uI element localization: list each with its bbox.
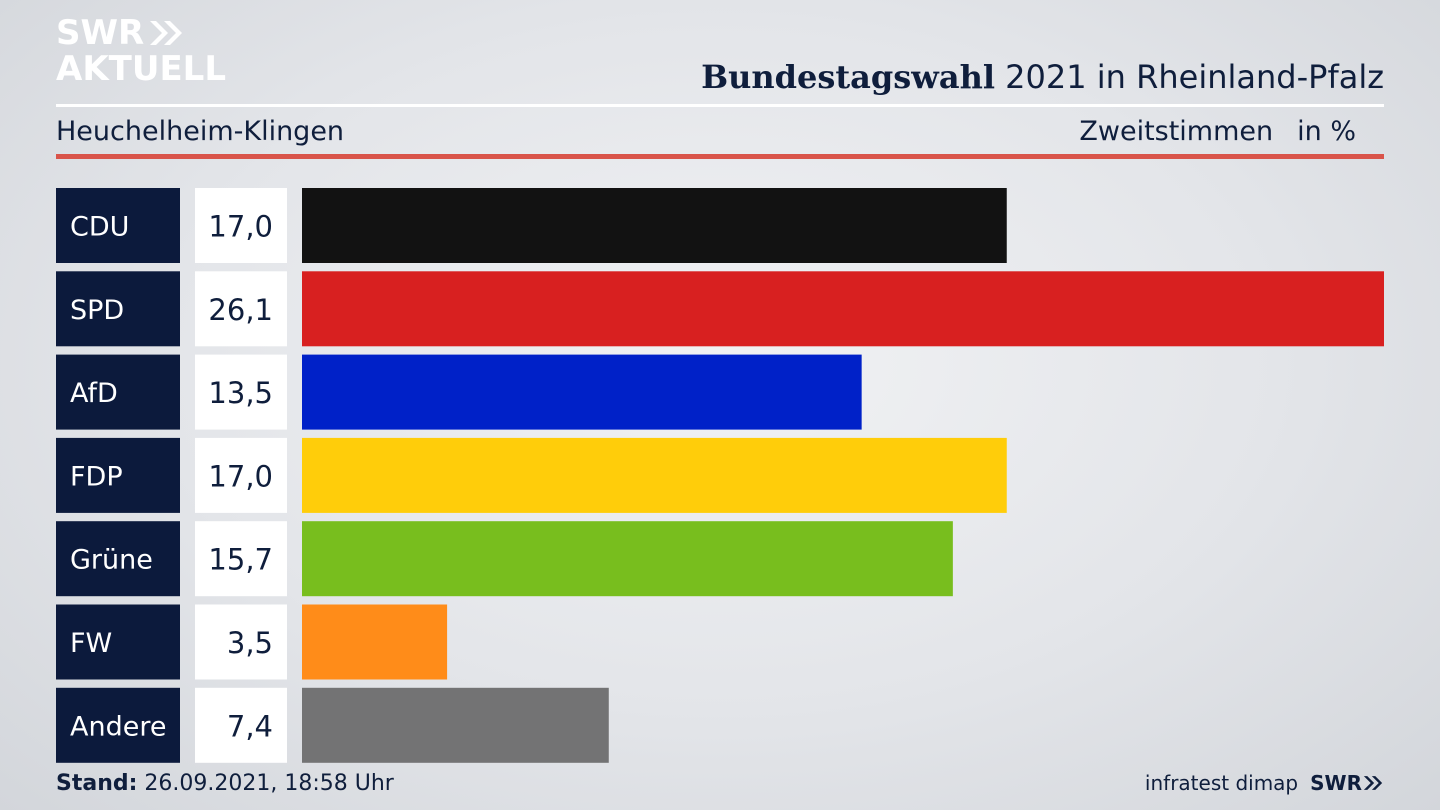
stand-value: 26.09.2021, 18:58 Uhr [144,771,394,796]
party-label-box [56,354,180,430]
double-chevron-icon-small [1363,776,1383,790]
vote-type-label: Zweitstimmen [1079,116,1274,147]
region-name: Heuchelheim-Klingen [56,116,345,147]
value-label-box [195,271,287,347]
party-label: Grüne [70,545,153,576]
party-label-box [56,604,180,680]
bar-row: Andere 7,4 [56,687,609,763]
timestamp: Stand: 26.09.2021, 18:58 Uhr [56,771,394,796]
header-divider [56,104,1384,107]
value-label-box [195,521,287,597]
value-label: 3,5 [227,626,273,660]
party-label-box [56,188,180,263]
party-label-box [56,271,180,347]
bar-row: Grüne 15,7 [56,521,953,597]
bar-row: FW 3,5 [56,604,448,680]
accent-divider [56,154,1384,159]
value-label: 13,5 [208,376,273,410]
party-label-box [56,521,180,597]
bar [302,188,1007,263]
bar-row: CDU 17,0 [56,188,1007,263]
bar [302,437,1007,513]
logo-text-aktuell: AKTUELL [56,49,227,89]
value-label-box [195,188,287,263]
value-label: 26,1 [208,293,273,327]
party-label: SPD [70,295,124,326]
value-label: 17,0 [208,459,273,493]
footer-brand: SWR [1310,771,1384,795]
bar [302,354,862,430]
party-label: Andere [70,711,166,742]
value-label: 15,7 [208,543,273,577]
double-chevron-icon [150,21,183,45]
title-rest: 2021 in Rheinland-Pfalz [1005,58,1384,96]
value-label-box [195,604,287,680]
bar [302,687,609,763]
bar-row: FDP 17,0 [56,437,1007,513]
footer-brand-text: SWR [1310,771,1362,795]
bar-row: AfD 13,5 [56,354,862,430]
source-credit: infratest dimap SWR [1145,771,1384,795]
bar [302,271,1384,347]
swr-aktuell-logo: SWR AKTUELL [56,16,226,86]
chart-meta: Zweitstimmen in % [1079,116,1356,147]
party-label-box [56,437,180,513]
party-label: CDU [70,212,129,243]
value-label-box [195,354,287,430]
value-label: 17,0 [208,210,273,244]
value-label-box [195,687,287,763]
bar [302,604,448,680]
logo-text-swr: SWR [56,13,145,53]
page-title: Bundestagswahl 2021 in Rheinland-Pfalz [701,58,1384,96]
source-name: infratest dimap [1144,771,1299,795]
bar [302,521,953,597]
value-label-box [195,437,287,513]
unit-label: in % [1297,116,1356,147]
party-label: FW [70,628,112,659]
party-label: FDP [70,461,123,492]
bar-row: SPD 26,1 [56,271,1384,347]
stand-label: Stand: [56,771,138,796]
value-label: 7,4 [227,709,273,743]
party-label-box [56,687,180,763]
title-bold: Bundestagswahl [701,58,995,96]
party-label: AfD [70,378,118,409]
